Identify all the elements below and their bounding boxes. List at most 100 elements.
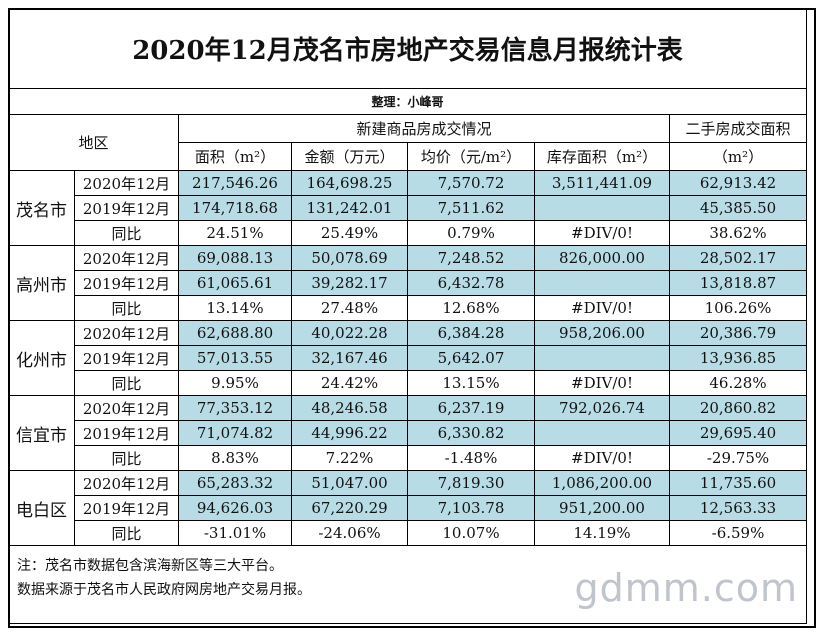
period-label: 2019年12月 [74,345,179,371]
note-line: 注：茂名市数据包含滨海新区等三大平台。 [17,558,283,574]
area-cell: 65,283.32 [178,470,292,496]
second-cell: 11,735.60 [669,470,807,496]
period-label: 2020年12月 [74,170,179,196]
second-cell: 38.62% [669,220,807,246]
amount-cell: 131,242.01 [291,195,408,221]
area-cell: 94,626.03 [178,495,292,521]
amount-cell: 164,698.25 [291,170,408,196]
period-label: 同比 [74,220,179,246]
table-row: 2019年12月 71,074.82 44,996.22 6,330.82 29,695… [9,420,807,446]
inventory-cell: 792,026.74 [534,395,670,421]
table-row: 2019年12月 174,718.68 131,242.01 7,511.62 45,3… [9,195,807,221]
table-row: 同比 -31.01% -24.06% 10.07% 14.19% -6.59% [9,520,807,546]
price-cell: 5,642.07 [407,345,535,371]
amount-cell: 48,246.58 [291,395,408,421]
period-label: 同比 [74,445,179,471]
table-row: 化州市 2020年12月 62,688.80 40,022.28 6,384.28 958… [8,320,807,396]
table-row: 信宜市 2020年12月 77,353.12 48,246.58 6,237.19 792… [8,395,807,471]
second-hand-header: 二手房成交面积 [669,114,807,143]
region-header: 地区 [8,114,179,171]
city-name: 茂名市 [8,170,75,246]
inventory-cell: 951,200.00 [534,495,670,521]
amount-cell: 7.22% [291,445,408,471]
compiler-credit: 整理：小峰哥 [8,88,807,115]
area-cell: 61,065.61 [178,270,292,296]
amount-cell: 40,022.28 [291,320,408,346]
watermark-text: gdmm.com [574,566,798,610]
period-label: 2019年12月 [74,495,179,521]
price-cell: 6,384.28 [407,320,535,346]
price-cell: 6,237.19 [407,395,535,421]
second-cell: 45,385.50 [669,195,807,221]
area-cell: 71,074.82 [178,420,292,446]
price-cell: 10.07% [407,520,535,546]
amount-cell: 25.49% [291,220,408,246]
area-cell: 69,088.13 [178,245,292,271]
inventory-cell: 826,000.00 [534,245,670,271]
report-table: 2020年12月茂名市房地产交易信息月报统计表 整理：小峰哥 地区 新建商品房成… [8,8,807,624]
table-row: 2019年12月 57,013.55 32,167.46 5,642.07 13,936… [9,345,807,371]
second-cell: -6.59% [669,520,807,546]
city-name: 化州市 [8,320,75,396]
price-cell: 7,103.78 [407,495,535,521]
inventory-cell: 3,511,441.09 [534,170,670,196]
table-row: 茂名市 2020年12月 217,546.26 164,698.25 7,570.72 3… [8,170,807,246]
table-row: 同比 8.83% 7.22% -1.48% #DIV/0! -29.75% [9,445,807,471]
amount-cell: 67,220.29 [291,495,408,521]
table-row: 2019年12月 94,626.03 67,220.29 7,103.78 951,20… [9,495,807,521]
area-cell: 13.14% [178,295,292,321]
price-cell: 13.15% [407,370,535,396]
area-cell: 77,353.12 [178,395,292,421]
price-cell: 6,330.82 [407,420,535,446]
price-cell: 7,511.62 [407,195,535,221]
area-header: 面积（m²） [178,142,292,171]
table-row: 高州市 2020年12月 69,088.13 50,078.69 7,248.52 826… [8,245,807,321]
table-row: 电白区 2020年12月 65,283.32 51,047.00 7,819.30 1,0… [8,470,807,546]
amount-cell: 44,996.22 [291,420,408,446]
second-cell: -29.75% [669,445,807,471]
second-cell: 13,936.85 [669,345,807,371]
second-hand-unit-header: （m²） [669,142,807,171]
inventory-cell: #DIV/0! [534,220,670,246]
amount-cell: 39,282.17 [291,270,408,296]
price-cell: 12.68% [407,295,535,321]
inventory-cell [534,420,670,446]
price-cell: 7,819.30 [407,470,535,496]
amount-header: 金额（万元） [291,142,408,171]
period-label: 2019年12月 [74,420,179,446]
amount-cell: 32,167.46 [291,345,408,371]
second-cell: 20,860.82 [669,395,807,421]
avg-price-header: 均价（元/m²） [407,142,535,171]
price-cell: 7,248.52 [407,245,535,271]
city-name: 高州市 [8,245,75,321]
second-cell: 106.26% [669,295,807,321]
area-cell: 57,013.55 [178,345,292,371]
amount-cell: 27.48% [291,295,408,321]
area-cell: 24.51% [178,220,292,246]
inventory-cell: #DIV/0! [534,295,670,321]
period-label: 2020年12月 [74,245,179,271]
second-cell: 28,502.17 [669,245,807,271]
second-cell: 12,563.33 [669,495,807,521]
inventory-cell: 958,206.00 [534,320,670,346]
inventory-header: 库存面积（m²） [534,142,670,171]
period-label: 2020年12月 [74,470,179,496]
second-cell: 13,818.87 [669,270,807,296]
table-row: 同比 24.51% 25.49% 0.79% #DIV/0! 38.62% [9,220,807,246]
notes-cell: 注：茂名市数据包含滨海新区等三大平台。 数据来源于茂名市人民政府网房地产交易月报… [8,545,807,624]
city-name: 电白区 [8,470,75,546]
inventory-cell [534,345,670,371]
inventory-cell [534,270,670,296]
city-name: 信宜市 [8,395,75,471]
second-cell: 20,386.79 [669,320,807,346]
inventory-cell: #DIV/0! [534,370,670,396]
second-cell: 46.28% [669,370,807,396]
second-cell: 62,913.42 [669,170,807,196]
inventory-cell: 14.19% [534,520,670,546]
note-line: 数据来源于茂名市人民政府网房地产交易月报。 [17,582,311,598]
table-row: 同比 9.95% 24.42% 13.15% #DIV/0! 46.28% [9,370,807,396]
inventory-cell: 1,086,200.00 [534,470,670,496]
price-cell: 7,570.72 [407,170,535,196]
inventory-cell [534,195,670,221]
table-row: 同比 13.14% 27.48% 12.68% #DIV/0! 106.26% [9,295,807,321]
